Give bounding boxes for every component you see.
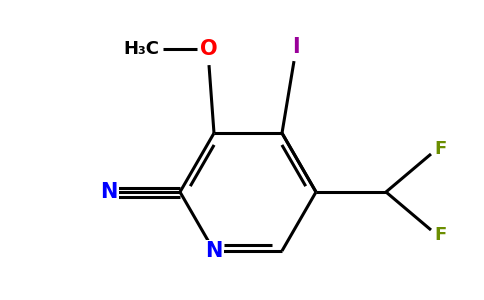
Text: H₃C: H₃C — [123, 40, 159, 58]
Text: I: I — [292, 37, 300, 57]
Text: F: F — [435, 226, 447, 244]
Text: F: F — [435, 140, 447, 158]
Text: N: N — [205, 241, 223, 261]
Text: N: N — [100, 182, 118, 202]
Text: O: O — [200, 39, 218, 59]
